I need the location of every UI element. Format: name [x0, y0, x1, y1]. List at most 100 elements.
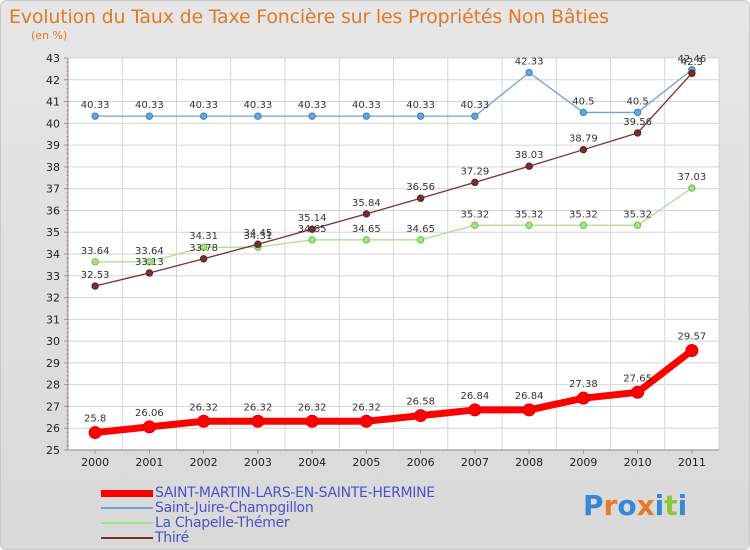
data-label-saint-martin: 25.8 — [84, 414, 106, 425]
data-point-saint-juire — [362, 112, 371, 120]
y-tick-label: 30 — [46, 335, 60, 348]
data-label-saint-martin: 26.58 — [406, 397, 435, 408]
x-tick-label: 2007 — [461, 456, 489, 469]
data-point-saint-martin — [359, 414, 373, 428]
y-tick-label: 33 — [46, 270, 60, 283]
y-tick-label: 34 — [46, 248, 60, 261]
data-point-saint-juire — [145, 112, 154, 120]
data-label-saint-juire: 40.33 — [352, 100, 381, 111]
data-point-saint-juire — [579, 108, 588, 117]
y-tick-label: 43 — [46, 52, 60, 65]
data-label-la-chapelle: 34.65 — [352, 224, 381, 235]
y-tick-label: 35 — [46, 226, 60, 239]
data-point-thire — [308, 225, 316, 233]
data-label-la-chapelle: 35.32 — [569, 209, 598, 220]
data-point-la-chapelle — [199, 243, 208, 251]
data-label-thire: 36.56 — [406, 182, 435, 193]
data-label-saint-juire: 42.46 — [678, 54, 707, 65]
y-tick-label: 29 — [46, 357, 60, 370]
data-label-saint-martin: 26.84 — [461, 391, 490, 402]
x-tick-label: 2002 — [190, 456, 218, 469]
data-label-thire: 33.78 — [189, 243, 218, 254]
y-tick-label: 27 — [46, 400, 60, 413]
data-label-la-chapelle: 35.32 — [461, 209, 490, 220]
y-tick-label: 40 — [46, 117, 60, 130]
data-label-la-chapelle: 33.64 — [135, 246, 164, 257]
data-point-saint-juire — [416, 112, 425, 120]
data-point-saint-martin — [685, 343, 699, 357]
data-point-saint-martin — [468, 403, 482, 417]
data-label-thire: 38.79 — [569, 134, 598, 145]
data-point-la-chapelle — [416, 236, 425, 244]
data-point-la-chapelle — [145, 258, 154, 266]
data-point-saint-martin — [305, 414, 319, 428]
data-label-saint-martin: 26.32 — [298, 402, 327, 413]
data-label-saint-martin: 26.32 — [352, 402, 381, 413]
data-point-saint-martin — [522, 403, 536, 417]
data-label-saint-martin: 26.32 — [244, 402, 273, 413]
data-label-thire: 34.45 — [244, 228, 273, 239]
data-label-saint-juire: 40.33 — [244, 100, 273, 111]
legend-swatch-thire — [101, 537, 153, 539]
logo-letter: t — [664, 489, 678, 522]
data-label-saint-martin: 26.84 — [515, 391, 544, 402]
data-point-saint-juire — [254, 112, 262, 120]
data-point-saint-martin — [251, 414, 265, 428]
data-point-la-chapelle — [91, 258, 99, 266]
data-label-saint-juire: 40.33 — [461, 100, 490, 111]
data-label-saint-martin: 29.57 — [678, 331, 707, 342]
data-point-la-chapelle — [525, 221, 533, 229]
data-label-la-chapelle: 34.65 — [406, 224, 435, 235]
data-point-saint-martin — [631, 385, 645, 399]
data-point-la-chapelle — [308, 236, 316, 244]
data-point-la-chapelle — [471, 221, 479, 229]
legend-swatch-saint-martin — [101, 490, 153, 497]
data-point-saint-martin — [414, 409, 428, 423]
y-tick-label: 28 — [46, 379, 60, 392]
data-point-la-chapelle — [688, 184, 696, 192]
data-point-thire — [91, 282, 99, 290]
x-tick-label: 2010 — [624, 456, 652, 469]
data-point-thire — [362, 210, 371, 218]
data-point-thire — [525, 162, 533, 170]
data-label-saint-juire: 40.33 — [406, 100, 435, 111]
data-label-thire: 35.84 — [352, 198, 381, 209]
legend-label-saint-juire: Saint-Juire-Champgillon — [155, 500, 314, 516]
data-label-la-chapelle: 33.64 — [81, 246, 110, 257]
data-point-la-chapelle — [579, 221, 588, 229]
y-tick-label: 41 — [46, 96, 60, 109]
data-label-saint-juire: 40.33 — [298, 100, 327, 111]
data-label-thire: 42.3 — [681, 57, 703, 68]
logo-letter: o — [617, 489, 637, 522]
legend-swatch-saint-juire — [101, 507, 153, 509]
data-point-thire — [199, 255, 208, 263]
data-label-la-chapelle: 34.65 — [298, 224, 327, 235]
chart-title: Evolution du Taux de Taxe Foncière sur l… — [9, 6, 609, 28]
data-point-thire — [416, 194, 425, 202]
x-tick-label: 2003 — [244, 456, 272, 469]
data-label-thire: 35.14 — [298, 213, 327, 224]
y-tick-label: 38 — [46, 161, 60, 174]
series-line-saint-juire — [94, 69, 693, 117]
proxiti-logo: Proxiti — [583, 489, 687, 522]
x-tick-label: 2011 — [678, 456, 706, 469]
data-point-thire — [633, 129, 642, 137]
data-label-saint-juire: 40.33 — [135, 100, 164, 111]
y-tick-label: 25 — [46, 444, 60, 457]
x-tick-label: 2004 — [298, 456, 326, 469]
data-point-saint-juire — [471, 112, 479, 120]
logo-letter: i — [677, 489, 688, 522]
data-point-saint-juire — [308, 112, 316, 120]
data-label-la-chapelle: 34.31 — [189, 231, 218, 242]
data-point-saint-martin — [142, 420, 156, 434]
y-tick-label: 26 — [46, 422, 60, 435]
data-label-thire: 33.13 — [135, 257, 164, 268]
y-tick-label: 31 — [46, 313, 60, 326]
data-point-saint-juire — [91, 112, 99, 120]
data-point-saint-martin — [197, 414, 211, 428]
data-label-saint-juire: 40.33 — [189, 100, 218, 111]
data-label-saint-martin: 27.38 — [569, 379, 598, 390]
x-tick-label: 2005 — [352, 456, 380, 469]
data-point-saint-juire — [525, 68, 533, 77]
